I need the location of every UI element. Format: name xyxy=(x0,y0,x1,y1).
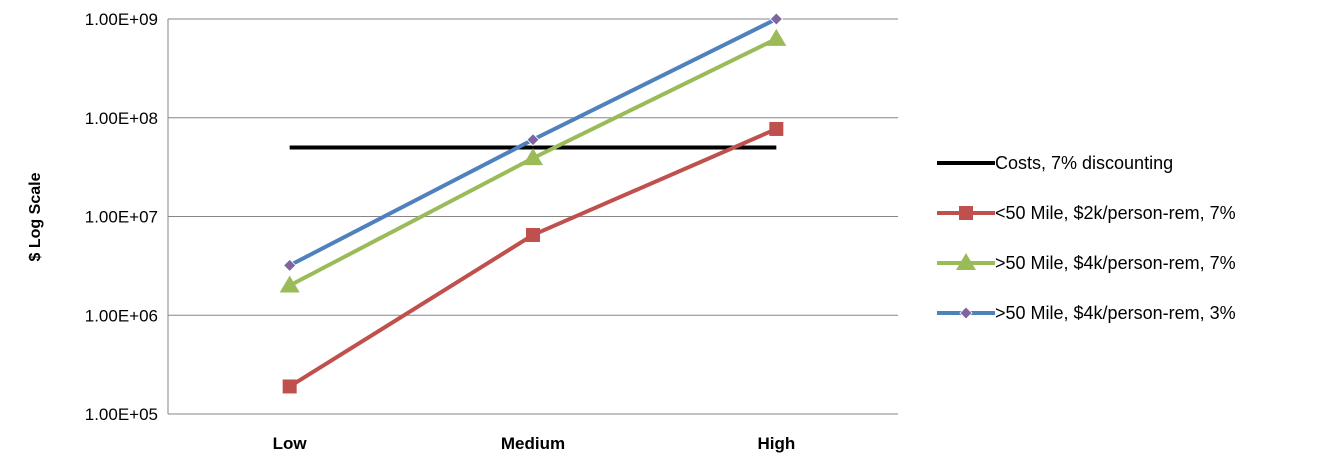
legend-item: >50 Mile, $4k/person-rem, 3% xyxy=(937,303,1236,323)
x-tick-label: High xyxy=(757,434,795,453)
x-tick-label: Low xyxy=(273,434,308,453)
y-tick-label: 1.00E+06 xyxy=(85,306,158,325)
legend-label: <50 Mile, $2k/person-rem, 7% xyxy=(995,203,1236,223)
series-group xyxy=(279,12,787,394)
x-tick-label: Medium xyxy=(501,434,565,453)
series-2 xyxy=(279,28,787,293)
gridlines xyxy=(167,18,898,415)
y-tick-labels: 1.00E+05 1.00E+06 1.00E+07 1.00E+08 1.00E+09 xyxy=(85,10,158,424)
data-point-diamond xyxy=(283,258,297,272)
data-point-square xyxy=(282,379,297,394)
series-line xyxy=(288,127,778,389)
y-axis-label: $ Log Scale xyxy=(27,172,44,261)
data-point-diamond xyxy=(959,306,973,320)
data-point-triangle xyxy=(279,275,300,293)
data-point-square xyxy=(959,206,973,220)
data-point-square xyxy=(769,121,784,136)
data-point-triangle xyxy=(523,148,543,166)
data-point-diamond xyxy=(769,12,783,26)
legend-item: >50 Mile, $4k/person-rem, 7% xyxy=(937,253,1236,273)
y-tick-label: 1.00E+05 xyxy=(85,405,158,424)
data-point-triangle xyxy=(956,253,976,270)
data-point-diamond xyxy=(526,133,540,147)
x-tick-labels: Low Medium High xyxy=(273,434,796,453)
legend-item: <50 Mile, $2k/person-rem, 7% xyxy=(937,203,1236,223)
legend-label: >50 Mile, $4k/person-rem, 7% xyxy=(995,253,1236,273)
y-tick-label: 1.00E+07 xyxy=(85,208,158,227)
y-tick-label: 1.00E+09 xyxy=(85,10,158,29)
y-tick-label: 1.00E+08 xyxy=(85,109,158,128)
data-point-square xyxy=(526,227,540,242)
series-3 xyxy=(283,12,783,272)
series-1 xyxy=(282,121,784,394)
data-point-triangle xyxy=(766,28,787,46)
legend-label: >50 Mile, $4k/person-rem, 3% xyxy=(995,303,1236,323)
legend-item: Costs, 7% discounting xyxy=(937,153,1173,173)
legend: Costs, 7% discounting <50 Mile, $2k/perso… xyxy=(937,153,1236,323)
legend-label: Costs, 7% discounting xyxy=(995,153,1173,173)
